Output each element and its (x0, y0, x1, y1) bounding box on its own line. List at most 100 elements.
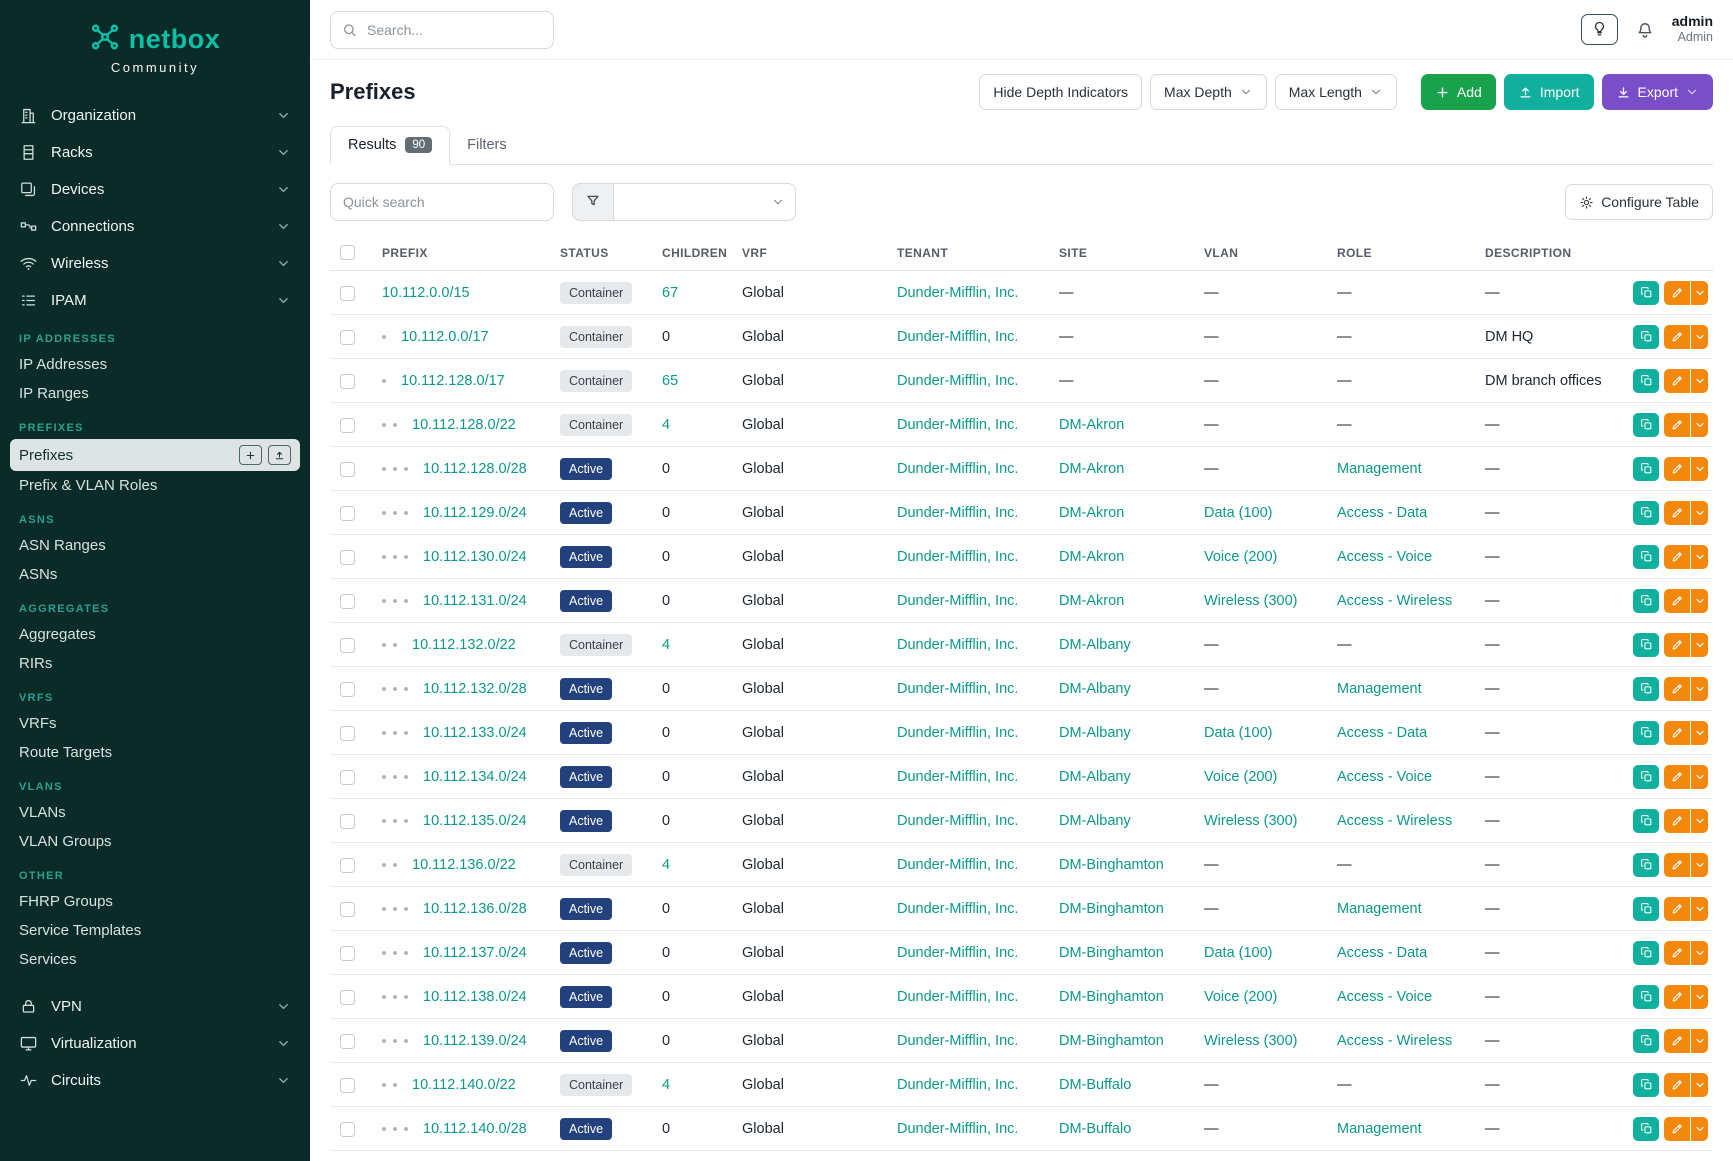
role-link[interactable]: Access - Data (1337, 504, 1428, 521)
sidebar-item-prefixes[interactable]: Prefixes (10, 439, 300, 471)
site-link[interactable]: DM-Albany (1059, 636, 1131, 653)
column-header-children[interactable]: CHILDREN (652, 235, 732, 272)
edit-dropdown-button[interactable] (1691, 544, 1708, 569)
prefix-link[interactable]: 10.112.136.0/28 (423, 900, 527, 917)
edit-dropdown-button[interactable] (1691, 412, 1708, 437)
column-header-description[interactable]: DESCRIPTION (1475, 235, 1623, 272)
sidebar-item-connections[interactable]: Connections (10, 208, 300, 245)
tenant-link[interactable]: Dunder-Mifflin, Inc. (897, 680, 1019, 697)
edit-dropdown-button[interactable] (1691, 720, 1708, 745)
children-link[interactable]: 4 (662, 416, 671, 433)
tenant-link[interactable]: Dunder-Mifflin, Inc. (897, 900, 1019, 917)
edit-button[interactable] (1664, 852, 1690, 877)
sidebar-item-vpn[interactable]: VPN (10, 988, 300, 1025)
max-depth-dropdown[interactable]: Max Depth (1150, 74, 1267, 110)
sidebar-item-asn-ranges[interactable]: ASN Ranges (10, 531, 300, 560)
filter-button[interactable] (572, 183, 614, 221)
edit-button[interactable] (1664, 588, 1690, 613)
site-link[interactable]: DM-Binghamton (1059, 1032, 1164, 1049)
row-checkbox[interactable] (340, 637, 355, 653)
edit-button[interactable] (1664, 1116, 1690, 1141)
site-link[interactable]: DM-Binghamton (1059, 944, 1164, 961)
copy-button[interactable] (1633, 1028, 1659, 1053)
prefix-link[interactable]: 10.112.128.0/22 (412, 416, 516, 433)
prefix-link[interactable]: 10.112.132.0/22 (412, 636, 516, 653)
edit-dropdown-button[interactable] (1691, 764, 1708, 789)
sidebar-item-virtualization[interactable]: Virtualization (10, 1025, 300, 1062)
tab-results[interactable]: Results 90 (330, 126, 451, 165)
import-prefix-button[interactable] (268, 445, 291, 465)
sidebar-item-rirs[interactable]: RIRs (10, 649, 300, 678)
site-link[interactable]: DM-Binghamton (1059, 856, 1164, 873)
row-checkbox[interactable] (340, 329, 355, 345)
role-link[interactable]: Access - Voice (1337, 548, 1433, 565)
configure-table-button[interactable]: Configure Table (1565, 184, 1713, 220)
edit-dropdown-button[interactable] (1691, 368, 1708, 393)
saved-filter-select[interactable] (614, 183, 796, 221)
prefix-link[interactable]: 10.112.0.0/17 (401, 328, 489, 345)
prefix-link[interactable]: 10.112.133.0/24 (423, 724, 527, 741)
edit-dropdown-button[interactable] (1691, 324, 1708, 349)
vlan-link[interactable]: Data (100) (1204, 944, 1273, 961)
prefix-link[interactable]: 10.112.129.0/24 (423, 504, 527, 521)
sidebar-item-services[interactable]: Services (10, 945, 300, 974)
prefix-link[interactable]: 10.112.139.0/24 (423, 1032, 527, 1049)
edit-dropdown-button[interactable] (1691, 280, 1708, 305)
tenant-link[interactable]: Dunder-Mifflin, Inc. (897, 372, 1019, 389)
row-checkbox[interactable] (340, 1033, 355, 1049)
copy-button[interactable] (1633, 984, 1659, 1009)
edit-dropdown-button[interactable] (1691, 896, 1708, 921)
add-button[interactable]: Add (1420, 74, 1496, 110)
row-checkbox[interactable] (340, 681, 355, 697)
vlan-link[interactable]: Wireless (300) (1204, 1032, 1298, 1049)
prefix-link[interactable]: 10.112.134.0/24 (423, 768, 527, 785)
row-checkbox[interactable] (340, 505, 355, 521)
vlan-link[interactable]: Voice (200) (1204, 548, 1278, 565)
site-link[interactable]: DM-Akron (1059, 548, 1125, 565)
edit-button[interactable] (1664, 456, 1690, 481)
hide-depth-indicators-button[interactable]: Hide Depth Indicators (979, 74, 1143, 110)
column-header-status[interactable]: STATUS (550, 235, 652, 272)
sidebar-item-circuits[interactable]: Circuits (10, 1062, 300, 1099)
row-checkbox[interactable] (340, 989, 355, 1005)
edit-dropdown-button[interactable] (1691, 984, 1708, 1009)
prefix-link[interactable]: 10.112.0.0/15 (382, 284, 470, 301)
column-header-site[interactable]: SITE (1049, 235, 1194, 272)
tenant-link[interactable]: Dunder-Mifflin, Inc. (897, 548, 1019, 565)
row-checkbox[interactable] (340, 769, 355, 785)
prefix-link[interactable]: 10.112.135.0/24 (423, 812, 527, 829)
tenant-link[interactable]: Dunder-Mifflin, Inc. (897, 812, 1019, 829)
site-link[interactable]: DM-Binghamton (1059, 900, 1164, 917)
edit-button[interactable] (1664, 544, 1690, 569)
edit-button[interactable] (1664, 896, 1690, 921)
row-checkbox[interactable] (340, 461, 355, 477)
role-link[interactable]: Management (1337, 460, 1422, 477)
copy-button[interactable] (1633, 544, 1659, 569)
tenant-link[interactable]: Dunder-Mifflin, Inc. (897, 416, 1019, 433)
row-checkbox[interactable] (340, 1121, 355, 1137)
role-link[interactable]: Access - Wireless (1337, 592, 1453, 609)
role-link[interactable]: Access - Wireless (1337, 1032, 1453, 1049)
copy-button[interactable] (1633, 412, 1659, 437)
tenant-link[interactable]: Dunder-Mifflin, Inc. (897, 1120, 1019, 1137)
site-link[interactable]: DM-Albany (1059, 680, 1131, 697)
import-button[interactable]: Import (1503, 74, 1594, 110)
prefix-link[interactable]: 10.112.130.0/24 (423, 548, 527, 565)
sidebar-item-devices[interactable]: Devices (10, 171, 300, 208)
vlan-link[interactable]: Voice (200) (1204, 768, 1278, 785)
sidebar-item-wireless[interactable]: Wireless (10, 245, 300, 282)
edit-button[interactable] (1664, 676, 1690, 701)
site-link[interactable]: DM-Akron (1059, 460, 1125, 477)
row-checkbox[interactable] (340, 417, 355, 433)
sidebar-item-vlan-groups[interactable]: VLAN Groups (10, 827, 300, 856)
copy-button[interactable] (1633, 324, 1659, 349)
sidebar-item-vlans[interactable]: VLANs (10, 798, 300, 827)
sidebar-item-fhrp-groups[interactable]: FHRP Groups (10, 887, 300, 916)
edit-button[interactable] (1664, 764, 1690, 789)
copy-button[interactable] (1633, 764, 1659, 789)
tab-filters[interactable]: Filters (450, 126, 523, 164)
tenant-link[interactable]: Dunder-Mifflin, Inc. (897, 460, 1019, 477)
tenant-link[interactable]: Dunder-Mifflin, Inc. (897, 1032, 1019, 1049)
copy-button[interactable] (1633, 500, 1659, 525)
site-link[interactable]: DM-Akron (1059, 592, 1125, 609)
